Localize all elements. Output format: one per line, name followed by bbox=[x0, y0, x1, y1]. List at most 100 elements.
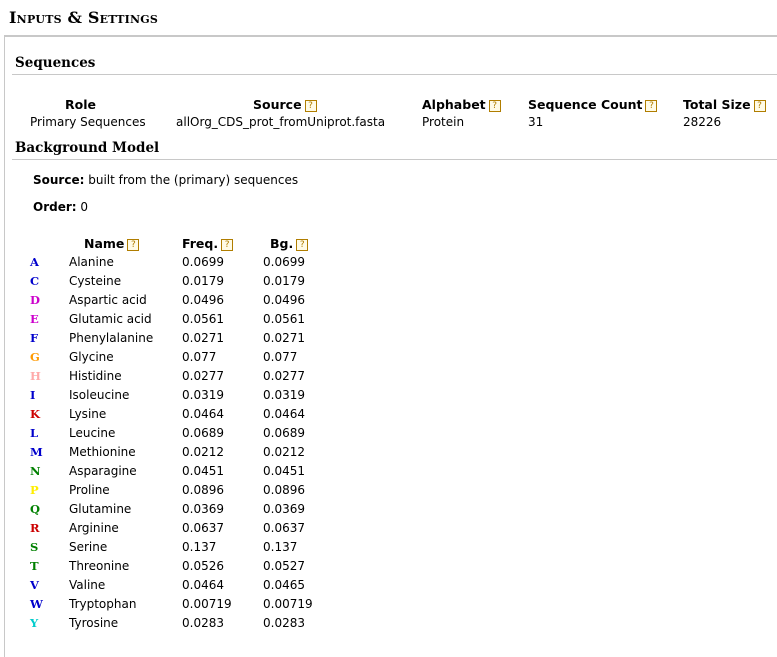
table-row: G Glycine 0.077 0.077 bbox=[0, 350, 400, 369]
freq-value: 0.0561 bbox=[182, 312, 224, 326]
help-icon[interactable]: ? bbox=[127, 239, 140, 251]
sequences-section-title: Sequences bbox=[15, 55, 96, 71]
background-order-value: 0 bbox=[80, 200, 89, 214]
table-row: Y Tyrosine 0.0283 0.0283 bbox=[0, 616, 400, 635]
amino-acid-name: Cysteine bbox=[69, 274, 122, 288]
freq-value: 0.0526 bbox=[182, 559, 224, 573]
amino-acid-letter: R bbox=[30, 521, 40, 535]
amino-acid-letter: M bbox=[30, 445, 43, 459]
freq-value: 0.0464 bbox=[182, 578, 224, 592]
table-row: H Histidine 0.0277 0.0277 bbox=[0, 369, 400, 388]
bg-value: 0.0451 bbox=[263, 464, 305, 478]
amino-acid-letter: L bbox=[30, 426, 39, 440]
amino-acid-name: Glutamic acid bbox=[69, 312, 152, 326]
amino-acid-name: Proline bbox=[69, 483, 110, 497]
background-source-value: built from the (primary) sequences bbox=[88, 173, 299, 187]
bg-value: 0.0319 bbox=[263, 388, 305, 402]
bg-value: 0.0896 bbox=[263, 483, 305, 497]
page-title: Inputs & Settings bbox=[9, 8, 158, 27]
amino-acid-name: Alanine bbox=[69, 255, 114, 269]
amino-acid-name: Leucine bbox=[69, 426, 116, 440]
freq-value: 0.077 bbox=[182, 350, 217, 364]
amino-acid-name: Phenylalanine bbox=[69, 331, 154, 345]
freq-value: 0.00719 bbox=[182, 597, 232, 611]
table-row: E Glutamic acid 0.0561 0.0561 bbox=[0, 312, 400, 331]
bg-value: 0.0277 bbox=[263, 369, 305, 383]
table-row: P Proline 0.0896 0.0896 bbox=[0, 483, 400, 502]
help-icon[interactable]: ? bbox=[645, 100, 658, 112]
amino-acid-name: Histidine bbox=[69, 369, 122, 383]
amino-acid-letter: A bbox=[30, 255, 39, 269]
table-row: D Aspartic acid 0.0496 0.0496 bbox=[0, 293, 400, 312]
amino-acid-name: Arginine bbox=[69, 521, 119, 535]
amino-acid-name: Isoleucine bbox=[69, 388, 130, 402]
total-size-value: 28226 bbox=[683, 115, 722, 129]
amino-acid-letter: P bbox=[30, 483, 39, 497]
bg-value: 0.0369 bbox=[263, 502, 305, 516]
freq-header: Freq.? bbox=[182, 236, 234, 251]
background-section-title: Background Model bbox=[15, 140, 160, 156]
background-source: Source: built from the (primary) sequenc… bbox=[33, 173, 298, 187]
freq-value: 0.0464 bbox=[182, 407, 224, 421]
background-source-label: Source: bbox=[33, 173, 85, 187]
role-value: Primary Sequences bbox=[30, 115, 146, 129]
freq-value: 0.0496 bbox=[182, 293, 224, 307]
sequence-count-header: Sequence Count? bbox=[528, 97, 658, 112]
amino-acid-name: Asparagine bbox=[69, 464, 137, 478]
total-size-header: Total Size? bbox=[683, 97, 766, 112]
table-row: W Tryptophan 0.00719 0.00719 bbox=[0, 597, 400, 616]
amino-acid-name: Threonine bbox=[69, 559, 130, 573]
help-icon[interactable]: ? bbox=[488, 100, 501, 112]
amino-acid-letter: F bbox=[30, 331, 39, 345]
amino-acid-name: Valine bbox=[69, 578, 106, 592]
table-row: L Leucine 0.0689 0.0689 bbox=[0, 426, 400, 445]
bg-value: 0.0699 bbox=[263, 255, 305, 269]
help-icon[interactable]: ? bbox=[753, 100, 766, 112]
bg-value: 0.0637 bbox=[263, 521, 305, 535]
table-row: A Alanine 0.0699 0.0699 bbox=[0, 255, 400, 274]
alphabet-value: Protein bbox=[422, 115, 465, 129]
freq-value: 0.137 bbox=[182, 540, 217, 554]
amino-acid-letter: E bbox=[30, 312, 39, 326]
background-divider bbox=[12, 159, 777, 160]
settings-frame bbox=[4, 35, 777, 657]
help-icon[interactable]: ? bbox=[304, 100, 317, 112]
amino-acid-letter: C bbox=[30, 274, 40, 288]
bg-value: 0.00719 bbox=[263, 597, 313, 611]
freq-value: 0.0319 bbox=[182, 388, 224, 402]
amino-acid-letter: Q bbox=[30, 502, 41, 516]
bg-value: 0.0283 bbox=[263, 616, 305, 630]
bg-value: 0.077 bbox=[263, 350, 298, 364]
freq-value: 0.0277 bbox=[182, 369, 224, 383]
freq-value: 0.0271 bbox=[182, 331, 224, 345]
table-row: K Lysine 0.0464 0.0464 bbox=[0, 407, 400, 426]
amino-acid-letter: H bbox=[30, 369, 41, 383]
freq-value: 0.0896 bbox=[182, 483, 224, 497]
amino-acid-name: Tryptophan bbox=[69, 597, 137, 611]
bg-value: 0.0212 bbox=[263, 445, 305, 459]
amino-acid-name: Aspartic acid bbox=[69, 293, 147, 307]
freq-value: 0.0699 bbox=[182, 255, 224, 269]
bg-value: 0.0689 bbox=[263, 426, 305, 440]
freq-value: 0.0283 bbox=[182, 616, 224, 630]
table-row: F Phenylalanine 0.0271 0.0271 bbox=[0, 331, 400, 350]
amino-acid-letter: Y bbox=[30, 616, 39, 630]
freq-value: 0.0689 bbox=[182, 426, 224, 440]
table-row: M Methionine 0.0212 0.0212 bbox=[0, 445, 400, 464]
help-icon[interactable]: ? bbox=[296, 239, 309, 251]
bg-value: 0.0465 bbox=[263, 578, 305, 592]
help-icon[interactable]: ? bbox=[221, 239, 234, 251]
amino-acid-letter: W bbox=[30, 597, 43, 611]
amino-acid-name: Glycine bbox=[69, 350, 114, 364]
table-row: S Serine 0.137 0.137 bbox=[0, 540, 400, 559]
amino-acid-letter: K bbox=[30, 407, 40, 421]
amino-acid-name: Glutamine bbox=[69, 502, 132, 516]
table-row: T Threonine 0.0526 0.0527 bbox=[0, 559, 400, 578]
source-header: Source? bbox=[253, 97, 317, 112]
amino-acid-name: Serine bbox=[69, 540, 108, 554]
amino-acid-letter: T bbox=[30, 559, 39, 573]
alphabet-header: Alphabet? bbox=[422, 97, 501, 112]
background-order-label: Order: bbox=[33, 200, 77, 214]
amino-acid-letter: G bbox=[30, 350, 40, 364]
amino-acid-letter: V bbox=[30, 578, 39, 592]
